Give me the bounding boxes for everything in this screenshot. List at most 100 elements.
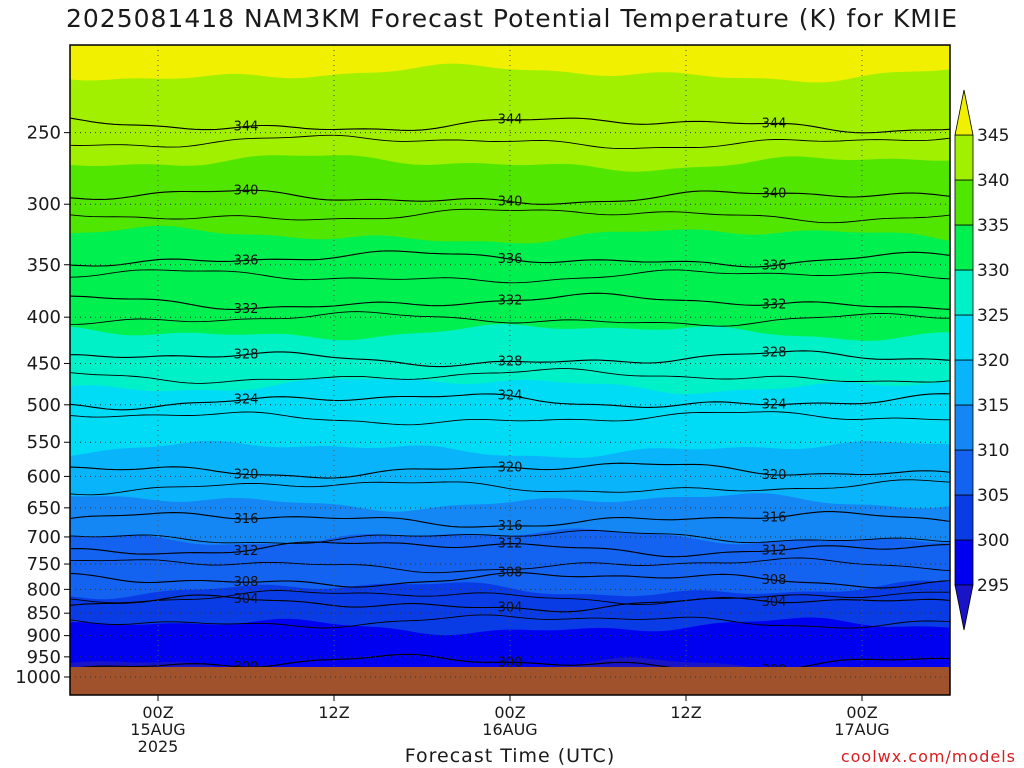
contour-line-minor xyxy=(70,134,950,150)
contour-label-324: 324 xyxy=(498,389,523,404)
contour-line-minor xyxy=(70,479,950,496)
contour-label-328: 328 xyxy=(234,348,259,363)
x-tick-label: 15AUG xyxy=(130,720,185,739)
contour-label-308: 308 xyxy=(234,575,259,590)
contour-label-300: 300 xyxy=(498,655,523,670)
contour-label-308: 308 xyxy=(498,566,523,581)
contour-label-332: 332 xyxy=(498,294,523,309)
y-tick-label: 300 xyxy=(27,194,61,215)
x-tick-label: 00Z xyxy=(846,703,877,722)
y-tick-label: 750 xyxy=(27,554,61,575)
x-tick-label: 00Z xyxy=(494,703,525,722)
contour-label-328: 328 xyxy=(498,354,523,369)
colorbar-label: 300 xyxy=(977,531,1009,551)
contour-line-minor xyxy=(70,269,950,284)
x-tick-label: 12Z xyxy=(318,703,349,722)
contour-line xyxy=(70,117,950,134)
colorbar-bin xyxy=(954,359,974,406)
colorbar-label: 295 xyxy=(977,576,1009,596)
y-tick-label: 450 xyxy=(27,353,61,374)
x-tick-label: 12Z xyxy=(670,703,701,722)
contour-label-328: 328 xyxy=(762,346,787,361)
y-tick-label: 500 xyxy=(27,395,61,416)
colorbar-label: 330 xyxy=(977,261,1009,281)
colorbar-label: 320 xyxy=(977,351,1009,371)
contour-line xyxy=(70,350,950,368)
colorbar-bin xyxy=(954,449,974,496)
colorbar-bin xyxy=(954,404,974,451)
contour-label-332: 332 xyxy=(762,297,787,312)
contour-line-minor xyxy=(70,311,950,327)
colorbar-label: 310 xyxy=(977,441,1009,461)
ground-surface xyxy=(70,667,950,695)
y-tick-label: 550 xyxy=(27,432,61,453)
y-tick-label: 700 xyxy=(27,527,61,548)
contour-label-324: 324 xyxy=(762,398,787,413)
contour-label-304: 304 xyxy=(234,592,259,607)
y-tick-label: 850 xyxy=(27,603,61,624)
y-tick-label: 250 xyxy=(27,123,61,144)
y-tick-label: 400 xyxy=(27,307,61,328)
color-band xyxy=(70,657,950,667)
contour-label-320: 320 xyxy=(234,467,259,482)
colorbar-bin xyxy=(954,179,974,226)
contour-label-340: 340 xyxy=(762,186,787,201)
colorbar-top-arrow xyxy=(954,89,974,136)
colorbar-label: 345 xyxy=(977,126,1009,146)
contour-label-316: 316 xyxy=(498,519,523,534)
contour-label-304: 304 xyxy=(762,595,787,610)
contour-line xyxy=(70,572,950,589)
y-tick-label: 1000 xyxy=(15,667,61,688)
x-tick-label: 2025 xyxy=(138,737,179,756)
contour-line-minor xyxy=(70,368,950,384)
contour-line xyxy=(70,250,950,268)
contour-line xyxy=(70,594,950,613)
colorbar-label: 305 xyxy=(977,486,1009,506)
y-tick-label: 900 xyxy=(27,626,61,647)
contour-label-312: 312 xyxy=(234,544,259,559)
colorbar-label: 315 xyxy=(977,396,1009,416)
color-band xyxy=(70,617,950,667)
colorbar-bin xyxy=(954,539,974,586)
contour-label-340: 340 xyxy=(234,183,259,198)
contour-line xyxy=(79,653,950,667)
x-tick-label: 17AUG xyxy=(834,720,889,739)
colorbar-bin xyxy=(954,224,974,271)
colorbar-label: 325 xyxy=(977,306,1009,326)
contour-label-312: 312 xyxy=(498,537,523,552)
contour-label-336: 336 xyxy=(234,254,259,269)
contour-label-308: 308 xyxy=(762,573,787,588)
contour-line-minor xyxy=(70,614,950,629)
contour-label-344: 344 xyxy=(762,116,787,131)
contour-label-336: 336 xyxy=(498,252,523,267)
y-tick-label: 650 xyxy=(27,498,61,519)
credit-link[interactable]: coolwx.com/models xyxy=(840,747,1016,766)
colorbar-bottom-arrow xyxy=(954,584,974,631)
colorbar-bin xyxy=(954,494,974,541)
contour-label-340: 340 xyxy=(498,195,523,210)
contour-label-316: 316 xyxy=(234,512,259,527)
contour-label-320: 320 xyxy=(762,468,787,483)
x-tick-label: 00Z xyxy=(142,703,173,722)
contour-label-320: 320 xyxy=(498,460,523,475)
y-tick-label: 950 xyxy=(27,647,61,668)
contour-line-minor xyxy=(70,530,950,544)
contour-line-minor xyxy=(70,557,950,574)
y-tick-label: 800 xyxy=(27,579,61,600)
colorbar-label: 335 xyxy=(977,216,1009,236)
y-tick-label: 600 xyxy=(27,466,61,487)
contour-label-304: 304 xyxy=(498,601,523,616)
contour-label-324: 324 xyxy=(234,393,259,408)
contour-line xyxy=(70,189,950,205)
contour-label-312: 312 xyxy=(762,544,787,559)
contour-label-344: 344 xyxy=(234,120,259,135)
colorbar-label: 340 xyxy=(977,171,1009,191)
contour-label-336: 336 xyxy=(762,259,787,274)
y-tick-label: 350 xyxy=(27,255,61,276)
contour-line xyxy=(70,541,950,558)
colorbar-bin xyxy=(954,134,974,181)
x-axis-title: Forecast Time (UTC) xyxy=(404,745,616,767)
colorbar-bin xyxy=(954,314,974,361)
chart-title: 2025081418 NAM3KM Forecast Potential Tem… xyxy=(65,4,958,33)
